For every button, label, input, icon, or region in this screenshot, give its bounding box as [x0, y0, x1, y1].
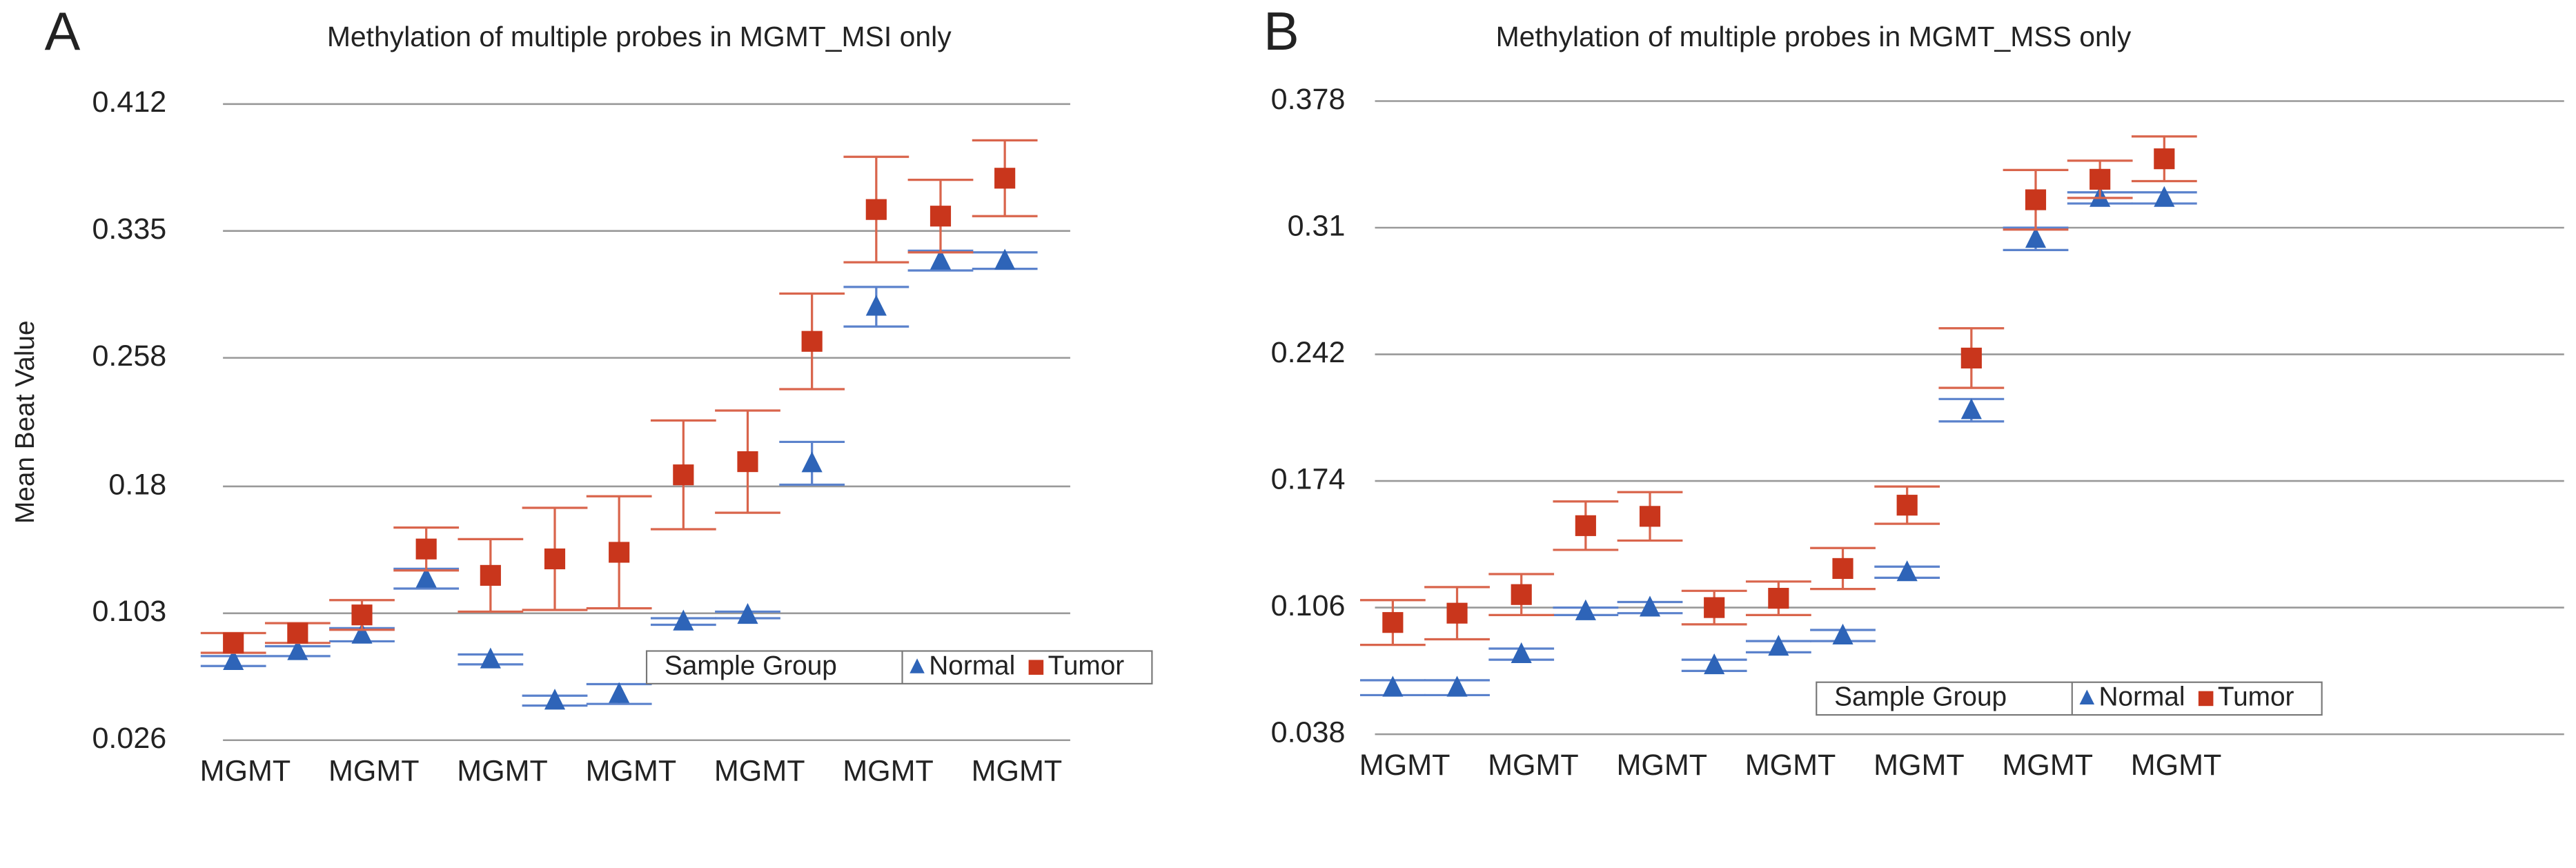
square-marker [2090, 168, 2111, 190]
triangle-marker [801, 451, 823, 473]
x-tick-label: MGMT [1616, 749, 1707, 782]
triangle-marker [1446, 675, 1468, 697]
legend-marker [1028, 660, 1044, 675]
triangle-marker [609, 682, 630, 703]
triangle-marker [930, 248, 952, 270]
triangle-marker [737, 602, 758, 624]
x-tick-label: MGMT [714, 755, 805, 788]
square-marker [2154, 148, 2175, 170]
legend-title: Sample Group [1834, 682, 2007, 712]
y-tick-label: 0.31 [1288, 209, 1346, 242]
chart-title: Methylation of multiple probes in MGMT_M… [327, 21, 952, 52]
legend-marker [2079, 689, 2095, 705]
chart-title: Methylation of multiple probes in MGMT_M… [1496, 21, 2132, 52]
triangle-marker [2154, 186, 2175, 207]
y-tick-label: 0.412 [92, 86, 166, 119]
square-marker [1575, 515, 1596, 536]
triangle-marker [1896, 560, 1918, 582]
square-marker [930, 206, 952, 227]
square-marker [1768, 588, 1789, 609]
square-marker [1446, 602, 1468, 624]
square-marker [2025, 189, 2047, 210]
panel-letter: B [1264, 2, 1299, 61]
square-marker [1511, 584, 1532, 605]
legend-label: Normal [2099, 682, 2185, 712]
y-tick-label: 0.335 [92, 213, 166, 246]
triangle-marker [673, 609, 694, 631]
x-tick-label: MGMT [843, 755, 934, 788]
triangle-marker [1382, 675, 1404, 697]
square-marker [1704, 597, 1725, 618]
legend-box [1816, 681, 2323, 716]
x-tick-label: MGMT [1488, 749, 1579, 782]
square-marker [994, 168, 1016, 189]
square-marker [415, 538, 437, 560]
y-tick-label: 0.174 [1271, 462, 1346, 495]
x-tick-label: MGMT [972, 755, 1063, 788]
triangle-marker [1639, 595, 1661, 617]
triangle-marker [1511, 642, 1532, 663]
square-marker [480, 564, 501, 586]
y-tick-label: 0.18 [108, 468, 166, 501]
square-marker [1960, 347, 1982, 369]
x-tick-label: MGMT [1359, 749, 1451, 782]
x-tick-label: MGMT [200, 755, 291, 788]
triangle-marker [2025, 226, 2047, 248]
square-marker [544, 548, 566, 570]
square-marker [1639, 506, 1661, 527]
triangle-marker [1832, 623, 1854, 645]
y-axis-label: Mean Beat Value [10, 321, 40, 524]
triangle-marker [223, 649, 244, 671]
triangle-marker [1575, 599, 1596, 620]
x-tick-label: MGMT [586, 755, 677, 788]
square-marker [223, 632, 244, 653]
triangle-marker [1768, 635, 1789, 656]
legend-box [645, 650, 1153, 684]
triangle-marker [865, 295, 887, 316]
x-tick-label: MGMT [2131, 749, 2222, 782]
legend-marker [2198, 691, 2214, 707]
y-tick-label: 0.242 [1271, 336, 1346, 369]
square-marker [801, 331, 823, 352]
legend-marker [910, 658, 925, 673]
triangle-marker [351, 622, 373, 644]
triangle-marker [1704, 653, 1725, 675]
panel-letter: A [45, 2, 81, 61]
square-marker [1896, 495, 1918, 516]
legend-title: Sample Group [665, 651, 837, 680]
y-tick-label: 0.106 [1271, 589, 1346, 622]
legend-label: Normal [929, 651, 1015, 680]
x-tick-label: MGMT [2002, 749, 2093, 782]
triangle-marker [415, 566, 437, 588]
y-tick-label: 0.026 [92, 722, 166, 755]
square-marker [287, 622, 308, 644]
square-marker [1382, 612, 1404, 633]
square-marker [609, 542, 630, 563]
legend-label: Tumor [2218, 682, 2294, 712]
y-tick-label: 0.103 [92, 595, 166, 628]
square-marker [673, 464, 694, 486]
x-tick-label: MGMT [1745, 749, 1836, 782]
triangle-marker [994, 248, 1016, 270]
triangle-marker [480, 647, 501, 669]
x-tick-label: MGMT [457, 755, 548, 788]
square-marker [737, 451, 758, 473]
square-marker [1832, 558, 1854, 579]
square-marker [865, 199, 887, 220]
square-marker [351, 604, 373, 626]
y-tick-label: 0.378 [1271, 83, 1346, 116]
triangle-marker [1960, 398, 1982, 420]
x-tick-label: MGMT [328, 755, 420, 788]
y-tick-label: 0.038 [1271, 716, 1346, 749]
legend-label: Tumor [1048, 651, 1125, 680]
y-tick-label: 0.258 [92, 339, 166, 373]
triangle-marker [287, 639, 308, 660]
triangle-marker [544, 689, 566, 710]
x-tick-label: MGMT [1874, 749, 1965, 782]
